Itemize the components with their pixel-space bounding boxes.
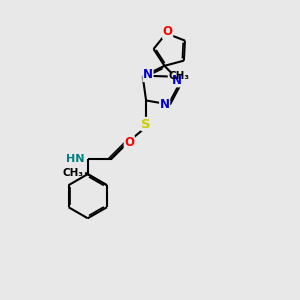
Text: S: S: [141, 118, 151, 130]
Text: N: N: [172, 74, 182, 87]
Text: O: O: [163, 26, 173, 38]
Text: HN: HN: [66, 154, 85, 164]
Text: N: N: [143, 68, 153, 82]
Text: N: N: [160, 98, 170, 111]
Text: CH₃: CH₃: [169, 71, 190, 82]
Text: O: O: [124, 136, 134, 149]
Text: CH₃: CH₃: [63, 168, 84, 178]
